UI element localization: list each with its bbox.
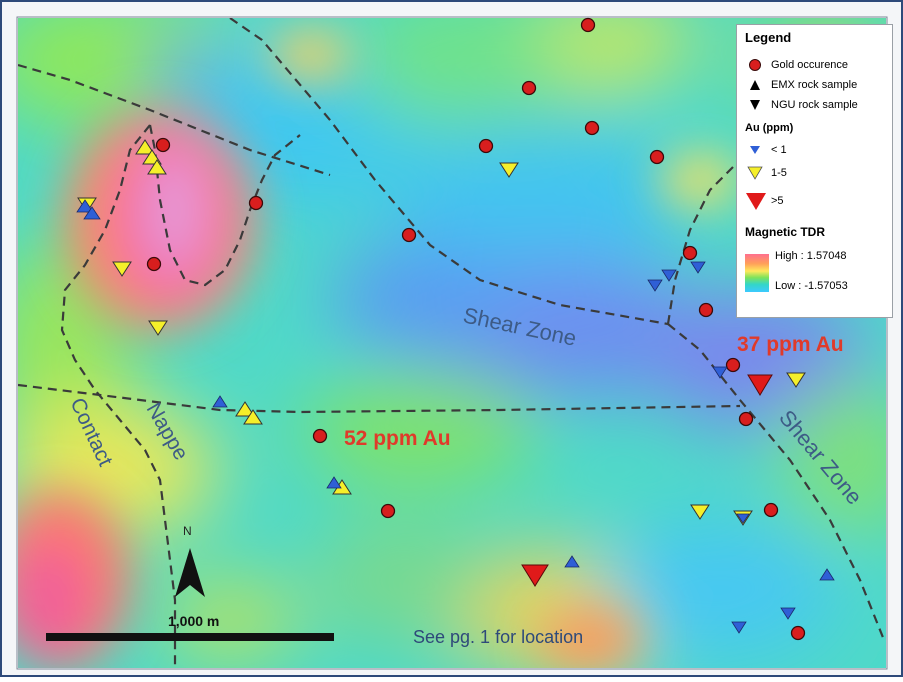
- legend-au-gt5: >5: [745, 191, 784, 211]
- gold-occurrence: [584, 120, 600, 136]
- emx-samples-blue: [76, 199, 835, 581]
- tdr-high-label: High : 1.57048: [775, 250, 847, 262]
- ngu-samples-red: [521, 374, 773, 587]
- emx-sample: [235, 401, 255, 417]
- ngu-samples-blue: [647, 261, 796, 634]
- blue-triangle-icon: [750, 146, 760, 154]
- scale-bar-line: [46, 633, 334, 641]
- legend-item-label: >5: [771, 195, 784, 207]
- gold-occurrences: [146, 17, 806, 641]
- ngu-sample: [499, 162, 519, 178]
- gold-occurrence: [478, 138, 494, 154]
- legend: Legend Gold occurence EMX rock sample NG…: [736, 24, 893, 318]
- emx-sample: [819, 568, 835, 581]
- ngu-sample: [736, 513, 750, 524]
- north-arrow-icon: [175, 548, 205, 597]
- au-37-label: 37 ppm Au: [737, 333, 844, 356]
- emx-samples-yellow: [135, 139, 352, 495]
- scale-bar: 1,000 m: [46, 613, 334, 641]
- legend-item-gold-occurrence: Gold occurence: [745, 57, 848, 73]
- ngu-sample: [786, 372, 806, 388]
- scale-bar-label: 1,000 m: [168, 613, 219, 629]
- legend-au-1-5: 1-5: [745, 165, 787, 181]
- gold-occurrence: [649, 149, 665, 165]
- location-note: See pg. 1 for location: [413, 627, 583, 647]
- gold-occurrence: [155, 137, 171, 153]
- tdr-low-label: Low : -1.57053: [775, 280, 848, 292]
- au-52-label: 52 ppm Au: [344, 427, 451, 450]
- north-arrow: N: [175, 524, 205, 597]
- ngu-sample: [647, 279, 663, 292]
- ngu-sample: [780, 607, 796, 620]
- ngu-sample: [731, 621, 747, 634]
- gold-occurrence: [521, 80, 537, 96]
- red-circle-icon: [749, 59, 761, 71]
- gold-occurrence: [790, 625, 806, 641]
- emx-sample: [135, 139, 155, 155]
- ngu-sample: [661, 269, 677, 282]
- legend-item-label: Gold occurence: [771, 59, 849, 71]
- legend-tdr-title: Magnetic TDR: [745, 225, 826, 239]
- tdr-color-ramp: [745, 254, 769, 292]
- ngu-sample: [690, 261, 706, 274]
- ngu-sample: [712, 366, 728, 379]
- legend-item-label: NGU rock sample: [771, 99, 858, 111]
- gold-occurrence: [248, 195, 264, 211]
- ngu-sample: [112, 261, 132, 277]
- legend-item-label: 1-5: [771, 167, 787, 179]
- gold-occurrence: [401, 227, 417, 243]
- ngu-sample-37ppm: [747, 374, 773, 396]
- ngu-sample: [148, 320, 168, 336]
- triangle-down-icon: [750, 100, 760, 110]
- map-border: [16, 16, 888, 670]
- gold-occurrence: [763, 502, 779, 518]
- legend-title: Legend: [745, 30, 792, 45]
- gold-occurrence: [738, 411, 754, 427]
- gold-occurrence: [580, 17, 596, 33]
- red-triangle-icon: [746, 193, 766, 210]
- emx-sample: [147, 159, 167, 175]
- gold-occurrence: [312, 428, 328, 444]
- legend-item-ngu: NGU rock sample: [745, 97, 858, 113]
- gold-occurrence: [380, 503, 396, 519]
- gold-occurrence: [682, 245, 698, 261]
- ngu-sample-52ppm: [521, 564, 549, 587]
- gold-occurrence: [725, 357, 741, 373]
- emx-sample: [212, 395, 228, 408]
- north-arrow-label: N: [183, 524, 192, 538]
- legend-au-title: Au (ppm): [745, 122, 794, 134]
- emx-sample: [83, 206, 101, 220]
- legend-au-lt1: < 1: [745, 142, 787, 158]
- gold-occurrence: [146, 256, 162, 272]
- ngu-sample: [690, 504, 710, 520]
- emx-sample: [243, 409, 263, 425]
- emx-sample: [564, 555, 580, 568]
- yellow-triangle-icon: [747, 166, 763, 180]
- emx-sample: [76, 199, 94, 213]
- triangle-up-icon: [750, 80, 760, 90]
- legend-item-label: < 1: [771, 144, 787, 156]
- legend-item-emx: EMX rock sample: [745, 77, 857, 93]
- emx-sample: [326, 476, 342, 489]
- gold-occurrence: [698, 302, 714, 318]
- legend-item-label: EMX rock sample: [771, 79, 858, 91]
